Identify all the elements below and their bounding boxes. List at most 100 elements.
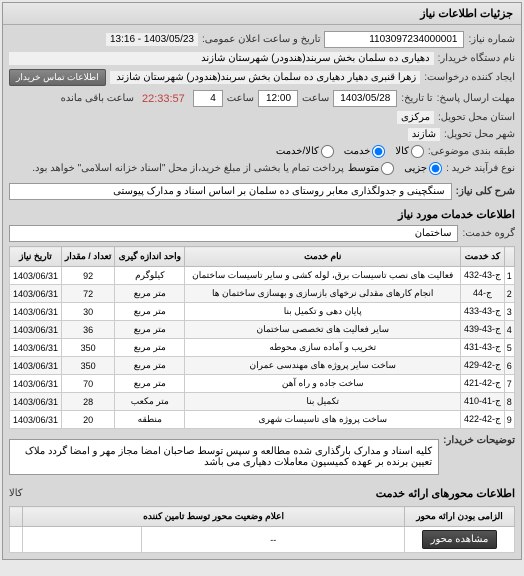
province-label: استان محل تحویل: (438, 112, 515, 123)
att-cell-2 (23, 527, 142, 553)
payment-radio-group: جزیی متوسط (348, 162, 442, 175)
table-cell: متر مکعب (115, 393, 185, 411)
buyer-org-value: دهیاری ده سلمان بخش سربند(هندودر) شهرستا… (9, 52, 434, 65)
table-cell: ج-42-422 (461, 411, 504, 429)
buyer-org-label: نام دستگاه خریدار: (438, 53, 515, 64)
table-header: کد خدمت (461, 247, 504, 267)
req-no-value: 1103097234000001 (324, 31, 464, 48)
city-label: شهر محل تحویل: (444, 129, 515, 140)
table-cell: 20 (61, 411, 114, 429)
table-cell: 28 (61, 393, 114, 411)
radio-medium[interactable]: متوسط (348, 162, 394, 175)
city-value: شازند (408, 128, 440, 141)
table-row: 4ج-43-439سایر فعالیت های تخصصی ساختمانمت… (10, 321, 515, 339)
att-cell-3 (10, 527, 23, 553)
table-row: 8ج-41-410تکمیل بنامتر مکعب281403/06/31 (10, 393, 515, 411)
table-cell: سایر فعالیت های تخصصی ساختمان (185, 321, 461, 339)
radio-goods[interactable]: کالا (395, 145, 424, 158)
attachments-table: الزامی بودن ارائه محور اعلام وضعیت محور … (9, 506, 515, 553)
table-cell: ساخت سایر پروژه های مهندسی عمران (185, 357, 461, 375)
announce-value: 1403/05/23 - 13:16 (106, 33, 198, 46)
table-cell: ج-43-433 (461, 303, 504, 321)
table-cell: 1403/06/31 (10, 339, 62, 357)
attachments-title: اطلاعات محورهای ارائه خدمت (376, 483, 515, 504)
table-cell: 3 (504, 303, 514, 321)
table-cell: 70 (61, 375, 114, 393)
table-row: 5ج-43-431تخریب و آماده سازی محوطهمتر مرب… (10, 339, 515, 357)
time2-value: 4 (193, 90, 223, 107)
contact-buyer-button[interactable]: اطلاعات تماس خریدار (9, 69, 106, 86)
table-cell: 1403/06/31 (10, 303, 62, 321)
table-cell: متر مربع (115, 375, 185, 393)
main-panel: جزئیات اطلاعات نیاز شماره نیاز: 11030972… (2, 2, 522, 560)
table-cell: ج-43-439 (461, 321, 504, 339)
table-cell: ساخت جاده و راه آهن (185, 375, 461, 393)
payment-note: پرداخت تمام یا بخشی از مبلغ خرید،از محل … (9, 163, 344, 174)
services-section-header: اطلاعات خدمات مورد نیاز (9, 204, 515, 225)
table-header: واحد اندازه گیری (115, 247, 185, 267)
table-cell: 1403/06/31 (10, 411, 62, 429)
table-row: 9ج-42-422ساخت پروژه های تاسیسات شهریمنطق… (10, 411, 515, 429)
payment-type-label: نوع فرآیند خرید : (446, 163, 515, 174)
province-value: مرکزی (397, 111, 434, 124)
table-header: تاریخ نیاز (10, 247, 62, 267)
table-row: 3ج-43-433پایان دهی و تکمیل بنامتر مربع30… (10, 303, 515, 321)
radio-minor[interactable]: جزیی (404, 162, 442, 175)
table-cell: 1403/06/31 (10, 285, 62, 303)
table-cell: متر مربع (115, 339, 185, 357)
desc-title-label: شرح کلی نیاز: (456, 186, 515, 197)
group-value: ساختمان (9, 225, 458, 242)
view-axis-button[interactable]: مشاهده محور (422, 530, 498, 549)
table-cell: 1403/06/31 (10, 375, 62, 393)
table-cell: 1403/06/31 (10, 321, 62, 339)
attachments-col1: کالا (9, 488, 23, 499)
budget-row-label: طبقه بندی موضوعی: (428, 146, 515, 157)
table-cell: ج-42-421 (461, 375, 504, 393)
table-cell: 2 (504, 285, 514, 303)
panel-body: شماره نیاز: 1103097234000001 تاریخ و ساع… (3, 25, 521, 559)
table-cell: 7 (504, 375, 514, 393)
table-cell: ساخت پروژه های تاسیسات شهری (185, 411, 461, 429)
table-cell: 5 (504, 339, 514, 357)
table-cell: 1403/06/31 (10, 267, 62, 285)
table-row: 6ج-42-429ساخت سایر پروژه های مهندسی عمرا… (10, 357, 515, 375)
table-cell: تکمیل بنا (185, 393, 461, 411)
table-cell: ج-44 (461, 285, 504, 303)
radio-both[interactable]: کالا/خدمت (276, 145, 334, 158)
table-header: تعداد / مقدار (61, 247, 114, 267)
table-cell: ج-43-432 (461, 267, 504, 285)
table-cell: 8 (504, 393, 514, 411)
radio-service[interactable]: خدمت (344, 145, 386, 158)
table-row: 2ج-44انجام کارهای مقدلی نرخهای بازسازی و… (10, 285, 515, 303)
buyer-note-text: کلیه اسناد و مدارک بارگذاری شده مطالعه و… (9, 439, 439, 475)
table-cell: 92 (61, 267, 114, 285)
table-cell: متر مربع (115, 285, 185, 303)
table-cell: منطقه (115, 411, 185, 429)
group-label: گروه خدمت: (462, 228, 515, 239)
table-cell: متر مربع (115, 303, 185, 321)
requester-label: ایجاد کننده درخواست: (424, 72, 515, 83)
requester-value: زهرا قنبری دهیار دهیاری ده سلمان بخش سرب… (110, 71, 421, 84)
table-cell: 350 (61, 339, 114, 357)
table-cell: پایان دهی و تکمیل بنا (185, 303, 461, 321)
att-th-empty (10, 507, 23, 527)
table-cell: متر مربع (115, 357, 185, 375)
table-cell: 1403/06/31 (10, 357, 62, 375)
countdown-timer: 22:33:57 (138, 92, 189, 106)
table-cell: متر مربع (115, 321, 185, 339)
table-cell: 72 (61, 285, 114, 303)
table-cell: تخریب و آماده سازی محوطه (185, 339, 461, 357)
attachment-row: مشاهده محور -- (10, 527, 515, 553)
time1-value: 12:00 (258, 90, 298, 107)
table-cell: 350 (61, 357, 114, 375)
deadline-send-label: مهلت ارسال پاسخ: (437, 93, 515, 104)
table-header: نام خدمت (185, 247, 461, 267)
table-cell: 6 (504, 357, 514, 375)
table-cell: 1 (504, 267, 514, 285)
deadline-date: 1403/05/28 (333, 90, 397, 107)
table-cell: 4 (504, 321, 514, 339)
table-row: 1ج-43-432فعالیت های نصب تاسیسات برق، لول… (10, 267, 515, 285)
table-header (504, 247, 514, 267)
services-table: کد خدمتنام خدمتواحد اندازه گیریتعداد / م… (9, 246, 515, 429)
table-cell: کیلوگرم (115, 267, 185, 285)
